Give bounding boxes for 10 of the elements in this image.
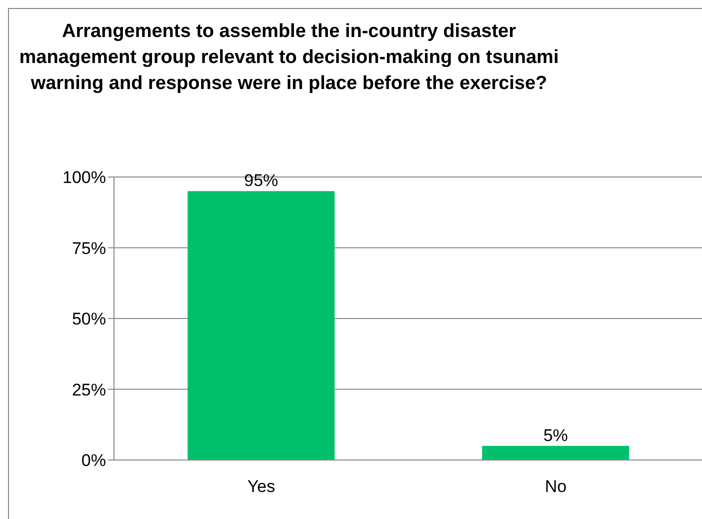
y-tick-label: 100% bbox=[62, 168, 106, 188]
y-tick-label: 0% bbox=[81, 451, 106, 470]
x-tick-label: No bbox=[544, 477, 567, 496]
data-label: 95% bbox=[244, 171, 278, 190]
y-tick-label: 50% bbox=[72, 310, 106, 329]
y-tick-label: 75% bbox=[72, 238, 106, 258]
data-label: 5% bbox=[543, 426, 568, 445]
x-tick-label: Yes bbox=[247, 477, 276, 496]
y-tick-label: 25% bbox=[72, 380, 106, 400]
chart-title: Arrangements to assemble the in-country disaster management group relevant to decision-making on tsunami warning and response were in place before the exercise? bbox=[19, 20, 559, 96]
